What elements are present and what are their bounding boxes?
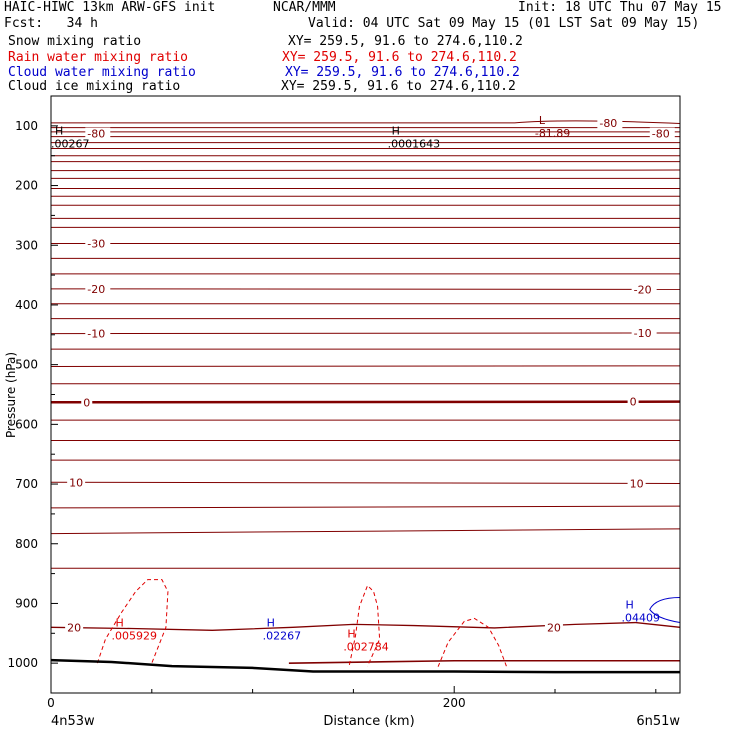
rain-water-contour: [348, 584, 381, 667]
rain-water-contours: [96, 579, 508, 667]
contour-label-bg: [649, 127, 675, 140]
x-axis-label: Distance (km): [323, 714, 414, 729]
contour-label: -80: [652, 128, 670, 141]
isotherm-line: [50, 332, 681, 335]
extremum-symbol: L: [539, 114, 546, 127]
isotherm-line: [50, 169, 681, 172]
extremum-value: .04409: [622, 612, 661, 625]
extremum-symbol: H: [115, 617, 123, 630]
valid-time: Valid: 04 UTC Sat 09 May 15 (01 LST Sat …: [308, 16, 700, 31]
contour-label: 20: [67, 621, 81, 634]
x-tick-label: 200: [443, 696, 466, 710]
plot-frame: [50, 95, 681, 694]
x-right-end-label: 6n51w: [636, 714, 680, 729]
y-tick-label: 100: [15, 119, 38, 133]
field-name-cloud-ice: Cloud ice mixing ratio: [8, 79, 181, 94]
contour-label: -80: [87, 128, 105, 141]
isotherm-line: [50, 505, 681, 509]
extremum-value: .0001643: [388, 138, 441, 151]
contour-label-bg: [627, 477, 646, 490]
isotherm-line: [50, 288, 681, 290]
field-xy-rain: XY= 259.5, 91.6 to 274.6,110.2: [282, 50, 517, 65]
y-tick-label: 800: [15, 537, 38, 551]
rain-water-contour: [96, 579, 169, 664]
contour-label-bg: [85, 127, 111, 140]
contour-label: 10: [630, 477, 644, 490]
field-xy-cloud-ice: XY= 259.5, 91.6 to 274.6,110.2: [281, 79, 516, 94]
terrain-line: [50, 658, 680, 674]
y-tick-label: 1000: [7, 656, 38, 670]
cloud-water-contours: [649, 596, 681, 624]
isotherm-line: [50, 621, 681, 631]
init-time: Init: 18 UTC Thu 07 May 15: [518, 0, 722, 15]
extremum-value: .00267: [51, 138, 90, 151]
y-tick-label: 700: [15, 477, 38, 491]
contour-labels: -80 -80 -80 -30 -20 -20 -10 -10 0 0 10 10 20 20: [65, 116, 675, 634]
x-tick-label: 0: [47, 696, 55, 710]
isotherm-line: [50, 528, 681, 535]
field-xy-snow: XY= 259.5, 91.6 to 274.6,110.2: [288, 34, 523, 49]
contour-label-bg: [67, 476, 86, 489]
extremum-value: .002784: [343, 640, 389, 653]
rain-water-contour: [437, 617, 508, 667]
extremum-symbol: H: [347, 627, 355, 640]
isotherm-line: [50, 481, 681, 484]
extremum-symbol: H: [392, 125, 400, 138]
y-tick-label: 900: [15, 596, 38, 610]
terrain-surface: [50, 658, 680, 674]
contour-label-bg: [85, 282, 111, 295]
contour-label-bg: [597, 116, 623, 129]
y-tick-label: 500: [15, 358, 38, 372]
contour-label: 0: [630, 396, 637, 409]
extremum-symbol: H: [55, 125, 63, 138]
forecast-hour: Fcst: 34 h: [4, 16, 98, 31]
contour-label: -80: [599, 117, 617, 130]
contour-label: 20: [547, 621, 561, 634]
isotherm-lines: [50, 120, 681, 664]
extremum-value: -81.89: [535, 127, 570, 140]
y-axis-label: Pressure (hPa): [4, 352, 18, 438]
isotherm-line: [51, 120, 681, 124]
x-left-end-label: 4n53w: [51, 714, 95, 729]
contour-label: -20: [634, 283, 652, 296]
isotherm-line: [288, 659, 680, 664]
isotherm-line: [50, 400, 681, 404]
contour-label: -30: [87, 237, 105, 250]
field-name-rain: Rain water mixing ratio: [8, 50, 189, 65]
y-tick-label: 300: [15, 238, 38, 252]
model-title: HAIC-HIWC 13km ARW-GFS init: [4, 0, 216, 15]
field-name-snow: Snow mixing ratio: [8, 34, 142, 49]
y-tick-label: 200: [15, 179, 38, 193]
contour-label-bg: [65, 621, 84, 634]
contour-label: 0: [83, 396, 90, 409]
y-tick-label: 600: [15, 417, 38, 431]
contour-label: 10: [69, 476, 83, 489]
extremum-symbol: H: [626, 599, 634, 612]
extremum-value: .02267: [263, 630, 302, 643]
contour-label-bg: [627, 395, 639, 408]
field-name-cloud-water: Cloud water mixing ratio: [8, 65, 196, 80]
contour-label-bg: [631, 327, 657, 340]
extremum-value: .005929: [111, 630, 157, 643]
contour-label: -10: [634, 327, 652, 340]
contour-label: -20: [87, 283, 105, 296]
isotherm-line: [50, 365, 681, 367]
contour-label-bg: [85, 327, 111, 340]
contour-label-bg: [544, 621, 563, 634]
institution-label: NCAR/MMM: [273, 0, 336, 15]
contour-label-bg: [631, 283, 657, 296]
contour-label-bg: [85, 237, 111, 250]
y-tick-label: 400: [15, 298, 38, 312]
extremum-symbol: H: [267, 617, 275, 630]
cloud-water-contour: [649, 596, 681, 624]
contour-label: -10: [87, 328, 105, 341]
field-xy-cloud-water: XY= 259.5, 91.6 to 274.6,110.2: [285, 65, 520, 80]
contour-label-bg: [81, 396, 93, 409]
